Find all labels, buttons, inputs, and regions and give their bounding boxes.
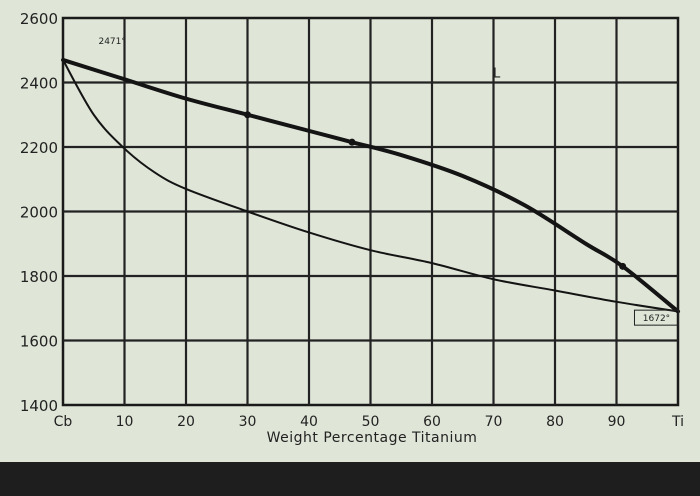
- liquidus-point: [619, 262, 627, 270]
- annotation-box: [633, 309, 679, 326]
- y-tick-label: 1800: [20, 268, 58, 286]
- annotation-label: 1672°: [643, 314, 670, 324]
- y-tick-label: 1400: [20, 397, 58, 415]
- x-tick-label: 80: [546, 414, 564, 430]
- x-tick-label: 90: [608, 414, 626, 430]
- liquidus-point: [348, 138, 356, 146]
- x-tick-label: 40: [300, 414, 318, 430]
- x-tick-label: 30: [239, 414, 257, 430]
- x-tick-label: 50: [362, 414, 380, 430]
- x-tick-label: 10: [116, 414, 134, 430]
- x-tick-label: Ti: [671, 414, 684, 430]
- liquidus-point: [244, 111, 251, 119]
- annotation-label: 2471°: [98, 37, 125, 47]
- x-tick-label: 70: [485, 414, 503, 430]
- liquidus-curve: [61, 57, 680, 314]
- bottom-shadow: [0, 462, 700, 496]
- y-tick-label: 2400: [20, 75, 58, 93]
- y-tick-label: 2600: [20, 10, 58, 28]
- grid-layer: [61, 16, 680, 407]
- x-tick-label: 60: [423, 414, 441, 430]
- solidus-curve: [62, 58, 679, 313]
- series-layer: [61, 57, 680, 314]
- y-tick-label: 1600: [20, 333, 58, 351]
- paper-background: [0, 0, 700, 462]
- x-tick-label: 20: [177, 414, 195, 430]
- y-tick-label: 2000: [20, 204, 58, 222]
- y-tick-label: 2200: [20, 139, 58, 157]
- x-axis-label: Weight Percentage Titanium: [267, 430, 478, 446]
- annotation-label: L: [493, 67, 501, 82]
- x-tick-label: Cb: [54, 414, 73, 430]
- annotation-layer: 2471° L 1672°: [98, 37, 679, 326]
- tick-label-layer: Cb 10 20 30 40 50 60 70 80 90 Ti 1400 1600 1800 2000 22…: [20, 10, 684, 430]
